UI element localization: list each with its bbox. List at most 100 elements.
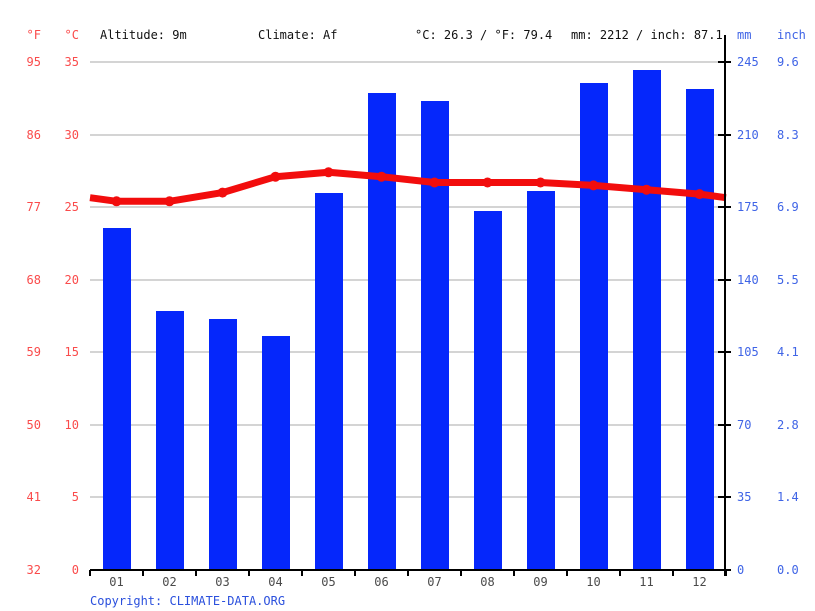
fahrenheit-unit-label: °F xyxy=(26,28,41,42)
gridline xyxy=(90,133,726,136)
gridline xyxy=(90,206,726,209)
month-label: 07 xyxy=(427,575,442,589)
right-axis-tick xyxy=(718,569,731,571)
right-axis-mm-label: 35 xyxy=(737,490,752,505)
right-axis-mm-label: 175 xyxy=(737,200,759,215)
left-axis-fahrenheit-label: 59 xyxy=(26,345,41,360)
right-axis-tick xyxy=(718,206,731,209)
x-axis-tick xyxy=(142,570,144,576)
precipitation-bar xyxy=(473,211,502,570)
right-axis-mm-label: 70 xyxy=(737,417,752,432)
right-axis-tick xyxy=(718,496,731,499)
x-axis-tick xyxy=(460,570,462,576)
temperature-point xyxy=(535,177,546,188)
copyright-link[interactable]: Copyright: CLIMATE-DATA.ORG xyxy=(90,594,286,608)
inch-unit-label: inch xyxy=(777,28,806,42)
temperature-point xyxy=(482,177,493,188)
right-axis-mm-label: 105 xyxy=(737,345,759,360)
temperature-point xyxy=(111,196,122,207)
temperature-point xyxy=(694,189,705,200)
temperature-point xyxy=(323,167,334,178)
precipitation-bar xyxy=(685,89,714,570)
climate-label: Climate: Af xyxy=(258,28,338,42)
altitude-label: Altitude: 9m xyxy=(100,28,187,42)
precipitation-bar xyxy=(632,70,661,570)
month-label: 09 xyxy=(533,575,548,589)
precipitation-bar xyxy=(314,192,343,570)
right-axis-tick xyxy=(718,423,731,426)
celsius-unit-label: °C xyxy=(64,28,79,42)
precipitation-bar xyxy=(208,319,237,570)
left-axis-celsius-label: 5 xyxy=(71,490,79,505)
month-label: 12 xyxy=(692,575,707,589)
x-axis-tick xyxy=(195,570,197,576)
x-axis-tick xyxy=(248,570,250,576)
precipitation-bar xyxy=(579,82,608,570)
temperature-point xyxy=(588,180,599,191)
month-label: 04 xyxy=(268,575,283,589)
left-axis-fahrenheit-label: 68 xyxy=(26,272,41,287)
gridline xyxy=(90,423,726,426)
temperature-point xyxy=(164,196,175,207)
mm-unit-label: mm xyxy=(737,28,752,42)
left-axis-fahrenheit-label: 86 xyxy=(26,127,41,142)
right-axis-inch-label: 1.4 xyxy=(777,490,799,505)
right-axis-mm-label: 210 xyxy=(737,127,759,142)
month-label: 02 xyxy=(162,575,177,589)
left-axis-fahrenheit-label: 50 xyxy=(26,417,41,432)
month-label: 05 xyxy=(321,575,336,589)
left-axis-fahrenheit-label: 77 xyxy=(26,200,41,215)
left-axis-celsius-label: 25 xyxy=(64,200,79,215)
x-axis-tick xyxy=(89,570,91,576)
x-axis-tick xyxy=(407,570,409,576)
temperature-point xyxy=(270,171,281,182)
left-axis-celsius-label: 0 xyxy=(71,563,79,577)
precipitation-bar xyxy=(102,227,131,570)
gridline xyxy=(90,496,726,499)
right-axis-tick xyxy=(718,61,731,63)
temperature-point xyxy=(376,171,387,182)
month-label: 01 xyxy=(109,575,124,589)
x-axis-tick xyxy=(619,570,621,576)
right-axis-inch-label: 5.5 xyxy=(777,272,799,287)
x-axis-tick xyxy=(354,570,356,576)
temperature-line xyxy=(89,168,727,205)
left-axis-fahrenheit-label: 95 xyxy=(26,55,41,69)
x-axis-tick xyxy=(301,570,303,576)
month-label: 06 xyxy=(374,575,389,589)
right-axis-inch-label: 0.0 xyxy=(777,563,799,577)
right-axis-inch-label: 4.1 xyxy=(777,345,799,360)
left-axis-celsius-label: 15 xyxy=(64,345,79,360)
right-axis-inch-label: 8.3 xyxy=(777,127,799,142)
x-axis-tick xyxy=(566,570,568,576)
left-axis-fahrenheit-label: 32 xyxy=(26,563,41,577)
temperature-point xyxy=(217,187,228,198)
right-axis xyxy=(724,35,726,576)
precipitation-bar xyxy=(526,190,555,570)
x-axis-tick xyxy=(725,570,727,576)
x-axis-tick xyxy=(672,570,674,576)
temperature-point xyxy=(429,177,440,188)
right-axis-mm-label: 140 xyxy=(737,272,759,287)
month-label: 10 xyxy=(586,575,601,589)
left-axis-celsius-label: 10 xyxy=(64,417,79,432)
right-axis-mm-label: 245 xyxy=(737,55,759,69)
precipitation-bar xyxy=(155,310,184,570)
temperature-summary-label: °C: 26.3 / °F: 79.4 xyxy=(415,28,553,42)
right-axis-tick xyxy=(718,351,731,354)
month-label: 11 xyxy=(639,575,654,589)
right-axis-inch-label: 2.8 xyxy=(777,417,799,432)
left-axis-celsius-label: 30 xyxy=(64,127,79,142)
gridline xyxy=(90,278,726,281)
precipitation-summary-label: mm: 2212 / inch: 87.1 xyxy=(571,28,723,42)
left-axis-celsius-label: 35 xyxy=(64,55,79,69)
month-label: 03 xyxy=(215,575,230,589)
right-axis-inch-label: 6.9 xyxy=(777,200,799,215)
month-label: 08 xyxy=(480,575,495,589)
left-axis-fahrenheit-label: 41 xyxy=(26,490,41,505)
right-axis-tick xyxy=(718,278,731,281)
precipitation-bar xyxy=(261,335,290,570)
right-axis-inch-label: 9.6 xyxy=(777,55,799,69)
